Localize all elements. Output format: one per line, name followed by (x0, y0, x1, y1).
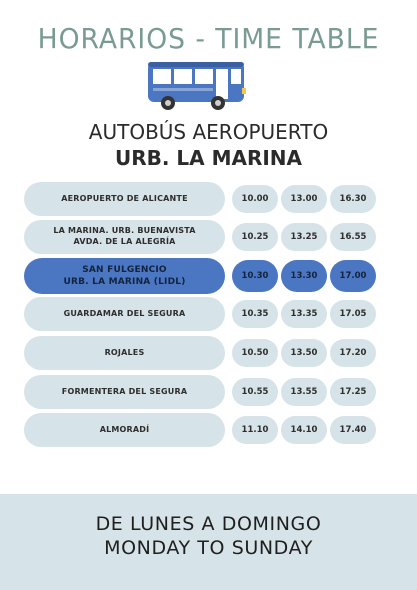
stop-name: AEROPUERTO DE ALICANTE (24, 182, 225, 216)
departure-time: 10.25 (232, 223, 278, 251)
departure-time: 17.40 (330, 416, 376, 444)
departure-time: 17.20 (330, 339, 376, 367)
bus-icon (148, 62, 246, 110)
departure-time-highlighted: 17.00 (330, 260, 376, 292)
departure-time: 11.10 (232, 416, 278, 444)
departure-time-highlighted: 10.30 (232, 260, 278, 292)
departure-time: 16.30 (330, 185, 376, 213)
service-days-spanish: DE LUNES A DOMINGO (95, 513, 322, 535)
departure-time: 13.50 (281, 339, 327, 367)
stop-name: ROJALES (24, 336, 225, 370)
service-days-banner: DE LUNES A DOMINGO MONDAY TO SUNDAY (0, 494, 417, 590)
departure-time: 10.35 (232, 300, 278, 328)
departure-time: 10.50 (232, 339, 278, 367)
stop-name: LA MARINA. URB. BUENAVISTA AVDA. DE LA AL… (24, 220, 225, 254)
departure-time: 17.25 (330, 378, 376, 406)
service-days-english: MONDAY TO SUNDAY (104, 537, 313, 559)
subtitle-destination: URB. LA MARINA (114, 146, 303, 170)
subtitle-airport-bus: AUTOBÚS AEROPUERTO (88, 120, 329, 144)
departure-time: 13.00 (281, 185, 327, 213)
page-title: HORARIOS - TIME TABLE (37, 22, 380, 55)
departure-time: 13.55 (281, 378, 327, 406)
stop-name: ALMORADÍ (24, 413, 225, 447)
departure-time: 14.10 (281, 416, 327, 444)
departure-time: 17.05 (330, 300, 376, 328)
departure-time: 16.55 (330, 223, 376, 251)
departure-time: 10.55 (232, 378, 278, 406)
departure-time: 13.25 (281, 223, 327, 251)
stop-name: FORMENTERA DEL SEGURA (24, 375, 225, 409)
departure-time: 10.00 (232, 185, 278, 213)
departure-time-highlighted: 13.30 (281, 260, 327, 292)
stop-name: GUARDAMAR DEL SEGURA (24, 297, 225, 331)
stop-name-highlighted: SAN FULGENCIO URB. LA MARINA (LIDL) (24, 258, 225, 294)
departure-time: 13.35 (281, 300, 327, 328)
